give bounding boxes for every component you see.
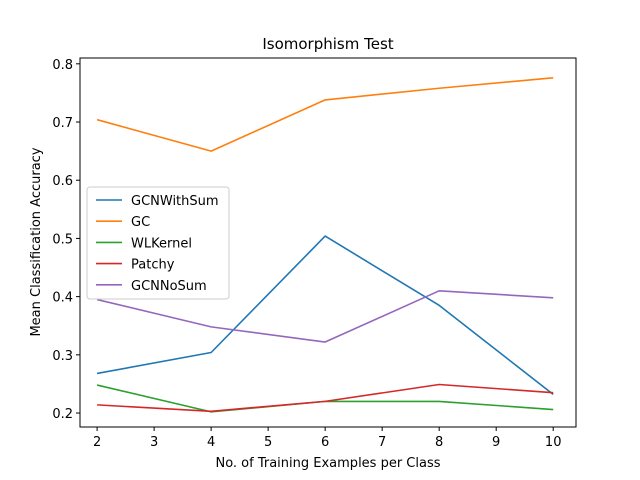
series-line-patchy	[97, 383, 554, 413]
data-point	[96, 404, 98, 406]
legend-label: GC	[131, 215, 150, 230]
x-tick-label: 5	[264, 435, 272, 450]
y-tick-label: 0.4	[52, 291, 73, 306]
legend-items: GCNWithSum GC WLKernel Patchy GCNNoSum	[96, 194, 219, 294]
chart-title: Isomorphism Test	[262, 35, 393, 53]
data-point	[552, 297, 554, 299]
data-point	[324, 99, 326, 101]
data-point	[210, 150, 212, 152]
x-tick-label: 2	[93, 435, 101, 450]
data-point	[96, 372, 98, 374]
data-point	[210, 352, 212, 354]
data-point	[552, 393, 554, 395]
x-tick-label: 7	[378, 435, 386, 450]
series-patchy-group	[96, 383, 554, 413]
data-point	[96, 384, 98, 386]
series-line-gcnwithsum	[96, 235, 554, 396]
data-point	[552, 77, 554, 79]
data-point	[210, 410, 212, 412]
data-point	[438, 290, 440, 292]
y-axis-label: Mean Classification Accuracy	[29, 147, 44, 336]
x-axis-label: No. of Training Examples per Class	[215, 456, 440, 471]
series-gcnnosum-group	[96, 290, 554, 343]
data-point	[324, 235, 326, 237]
y-tick-label: 0.5	[52, 232, 73, 247]
data-point	[438, 384, 440, 386]
legend-item: GC	[96, 215, 150, 230]
legend-item: Patchy	[96, 258, 175, 273]
y-tick-label: 0.3	[52, 349, 73, 364]
series-line-gcnnosum	[96, 290, 554, 343]
legend-box	[86, 186, 230, 300]
x-tick-label: 6	[321, 435, 329, 450]
legend-item: WLKernel	[96, 236, 192, 251]
data-point	[438, 400, 440, 402]
data-point	[324, 341, 326, 343]
x-tick-label: 10	[545, 435, 562, 450]
legend-label: GCNWithSum	[131, 194, 219, 209]
x-axis: 2 3 4 5 6 7 8 9 10	[93, 427, 562, 450]
series-line-gc	[96, 76, 554, 152]
data-point	[438, 304, 440, 306]
data-point	[324, 400, 326, 402]
x-tick-label: 3	[150, 435, 158, 450]
y-tick-label: 0.7	[52, 116, 73, 131]
y-tick-label: 0.8	[52, 58, 73, 73]
x-tick-label: 9	[492, 435, 500, 450]
x-tick-label: 8	[435, 435, 443, 450]
plot-frame	[79, 57, 577, 428]
y-axis: 0.2 0.3 0.4 0.5 0.6 0.7 0.8	[52, 58, 80, 422]
x-tick-label: 4	[207, 435, 215, 450]
series-layer	[96, 76, 554, 413]
series-gc-group	[96, 76, 554, 152]
y-tick-label: 0.2	[52, 407, 73, 422]
legend-label: GCNNoSum	[131, 279, 207, 294]
data-point	[96, 119, 98, 121]
legend: GCNWithSum GC WLKernel Patchy GCNNoSum	[86, 186, 230, 300]
data-point	[552, 409, 554, 411]
legend-label: WLKernel	[131, 236, 192, 251]
series-line-wlkernel	[96, 384, 554, 413]
legend-label: Patchy	[131, 258, 175, 273]
data-point	[438, 87, 440, 89]
data-point	[552, 392, 554, 394]
legend-item: GCNWithSum	[96, 194, 219, 209]
legend-item: GCNNoSum	[96, 279, 207, 294]
y-tick-label: 0.6	[52, 174, 73, 189]
series-gcnwithsum-group	[96, 235, 554, 396]
data-point	[210, 326, 212, 328]
